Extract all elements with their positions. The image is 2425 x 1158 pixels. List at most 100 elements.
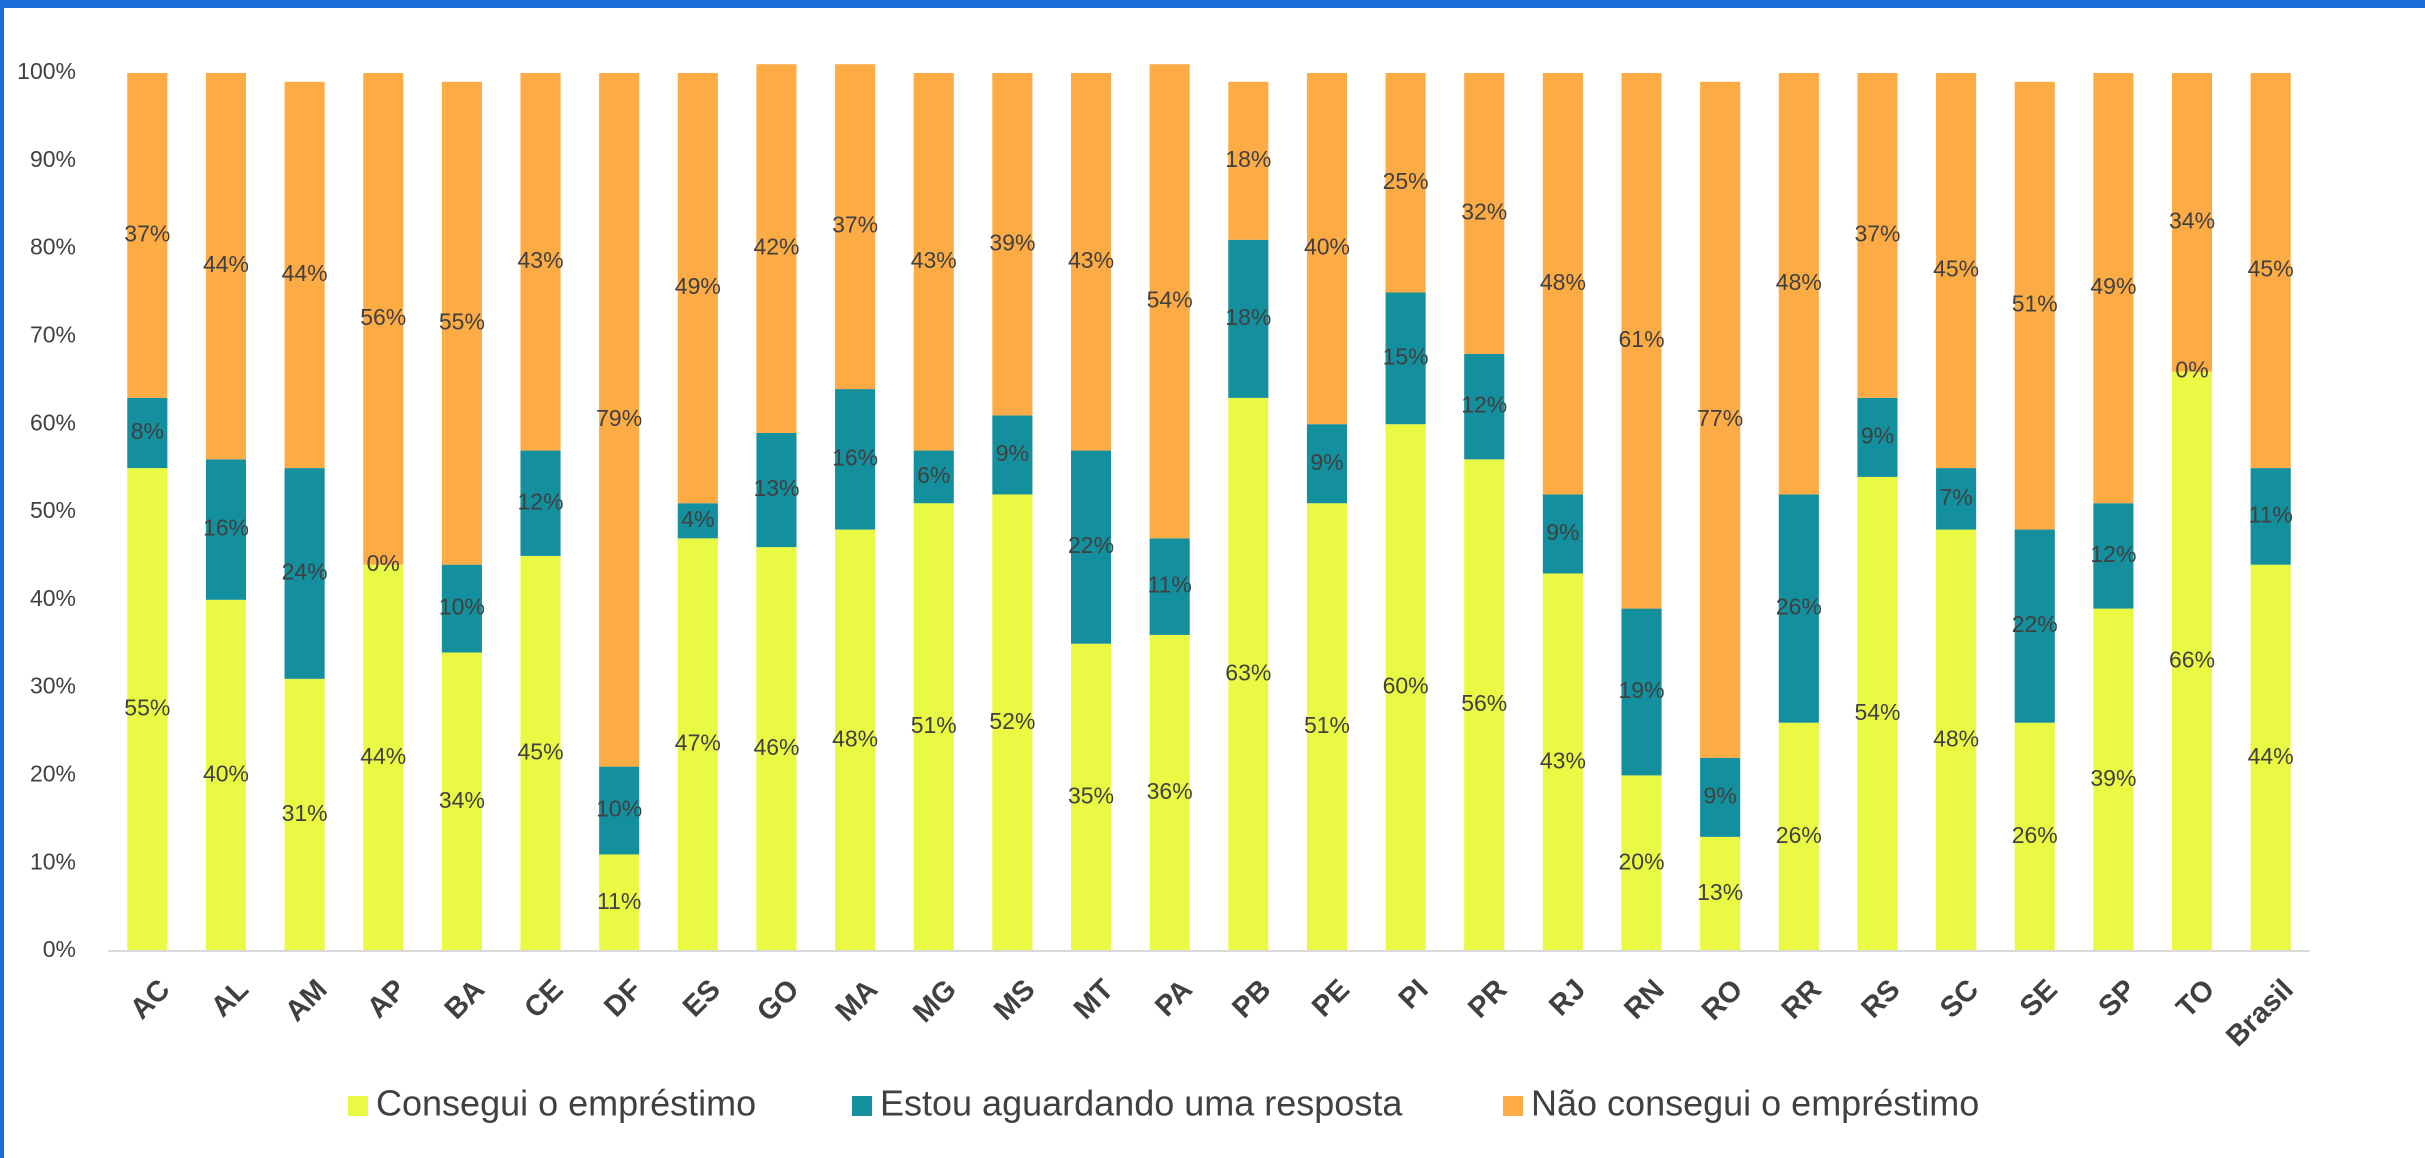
x-tick-label: GO	[751, 973, 806, 1028]
data-label: 13%	[1697, 879, 1743, 905]
bar-segment	[1621, 73, 1662, 609]
x-tick-label: PE	[1306, 973, 1356, 1023]
bar-segment	[363, 564, 404, 951]
data-label: 60%	[1383, 673, 1429, 699]
y-tick-label: 60%	[30, 409, 76, 435]
bar-segment	[599, 73, 640, 767]
data-label: 22%	[2012, 611, 2058, 637]
x-tick-label: PA	[1149, 973, 1199, 1023]
x-tick-label: TO	[2170, 973, 2221, 1024]
bar-segment	[1228, 81, 1269, 240]
bar-segment	[1070, 643, 1112, 951]
y-tick-label: 30%	[30, 673, 76, 699]
data-label: 12%	[1461, 392, 1507, 418]
bar-segment	[1857, 476, 1898, 951]
data-label: 45%	[518, 739, 564, 765]
data-label: 15%	[1383, 343, 1429, 369]
data-label: 51%	[1304, 712, 1350, 738]
bar-segment	[1070, 450, 1112, 644]
bar-segment	[2250, 73, 2291, 469]
bar-segment	[1621, 775, 1662, 951]
y-tick-label: 0%	[43, 936, 76, 962]
bar-segment	[1778, 73, 1819, 495]
legend-label: Não consegui o empréstimo	[1531, 1083, 1979, 1124]
x-tick-label: AM	[279, 973, 334, 1028]
x-tick-label: MT	[1068, 973, 1120, 1025]
data-label: 12%	[518, 488, 564, 514]
x-tick-label: ES	[677, 973, 727, 1023]
data-label: 34%	[2169, 207, 2215, 233]
legend-label: Consegui o empréstimo	[376, 1083, 756, 1124]
data-label: 44%	[2248, 743, 2294, 769]
x-tick-label: AC	[124, 973, 176, 1025]
x-tick-label: BA	[439, 973, 491, 1025]
y-tick-label: 20%	[30, 760, 76, 786]
data-label: 40%	[1304, 234, 1350, 260]
bar-segment	[1700, 836, 1741, 951]
x-tick-label: RS	[1855, 973, 1906, 1024]
bar-segment	[756, 64, 797, 433]
bar-segment	[2093, 73, 2134, 504]
data-label: 42%	[753, 234, 799, 260]
data-label: 32%	[1461, 199, 1507, 225]
x-tick-label: MG	[907, 973, 963, 1029]
bar-segment	[441, 652, 482, 951]
bar-segment	[1385, 292, 1426, 425]
x-tick-label: PR	[1462, 973, 1513, 1024]
bar-segment	[2250, 468, 2291, 565]
legend-swatch	[1503, 1096, 1523, 1116]
data-label: 55%	[124, 695, 170, 721]
bar-segment	[205, 459, 247, 600]
bar-segment	[1306, 503, 1348, 951]
bar-segment	[2171, 371, 2213, 951]
data-label: 44%	[203, 251, 249, 277]
bar-segment	[1464, 459, 1505, 951]
data-label: 44%	[282, 260, 328, 286]
data-label: 51%	[911, 712, 957, 738]
bar-segment	[1542, 573, 1583, 951]
data-label: 39%	[989, 229, 1035, 255]
bar-segment	[1464, 353, 1505, 460]
data-label: 48%	[1776, 269, 1822, 295]
data-label: 26%	[1776, 594, 1822, 620]
bar-segment	[520, 555, 561, 951]
bar-segment	[1936, 468, 1977, 530]
bar-segment	[913, 73, 954, 451]
x-tick-label: MS	[988, 973, 1041, 1026]
data-label: 13%	[753, 475, 799, 501]
data-label: 25%	[1383, 168, 1429, 194]
bar-segment	[599, 854, 640, 951]
data-label: 61%	[1619, 326, 1665, 352]
bar-segment	[1857, 397, 1898, 477]
bar-segment	[1385, 424, 1426, 951]
data-label: 34%	[439, 787, 485, 813]
left-border	[0, 0, 4, 1158]
bar-segment	[1306, 424, 1348, 504]
bar-segment	[2171, 73, 2213, 372]
bar-segment	[913, 450, 954, 504]
data-label: 18%	[1225, 146, 1271, 172]
bar-segment	[677, 538, 718, 951]
data-label: 9%	[1310, 449, 1343, 475]
bar-segment	[1149, 634, 1190, 951]
data-label: 26%	[1776, 822, 1822, 848]
data-label: 11%	[2249, 501, 2293, 527]
data-label: 66%	[2169, 646, 2215, 672]
bar-segment	[1936, 529, 1977, 951]
x-tick-label: RO	[1696, 973, 1749, 1026]
data-label: 16%	[832, 444, 878, 470]
bar-segment	[756, 547, 797, 951]
data-label: 48%	[1933, 725, 1979, 751]
data-label: 56%	[1461, 690, 1507, 716]
legend-swatch	[852, 1096, 872, 1116]
data-label: 8%	[131, 418, 164, 444]
data-label: 54%	[1147, 286, 1193, 312]
bar-segment	[1306, 73, 1348, 425]
data-label: 49%	[2090, 273, 2136, 299]
x-tick-label: CE	[519, 973, 570, 1024]
bar-segment	[835, 529, 876, 951]
data-label: 9%	[1704, 782, 1737, 808]
bar-segment	[127, 468, 168, 951]
bar-segment	[1464, 73, 1505, 354]
